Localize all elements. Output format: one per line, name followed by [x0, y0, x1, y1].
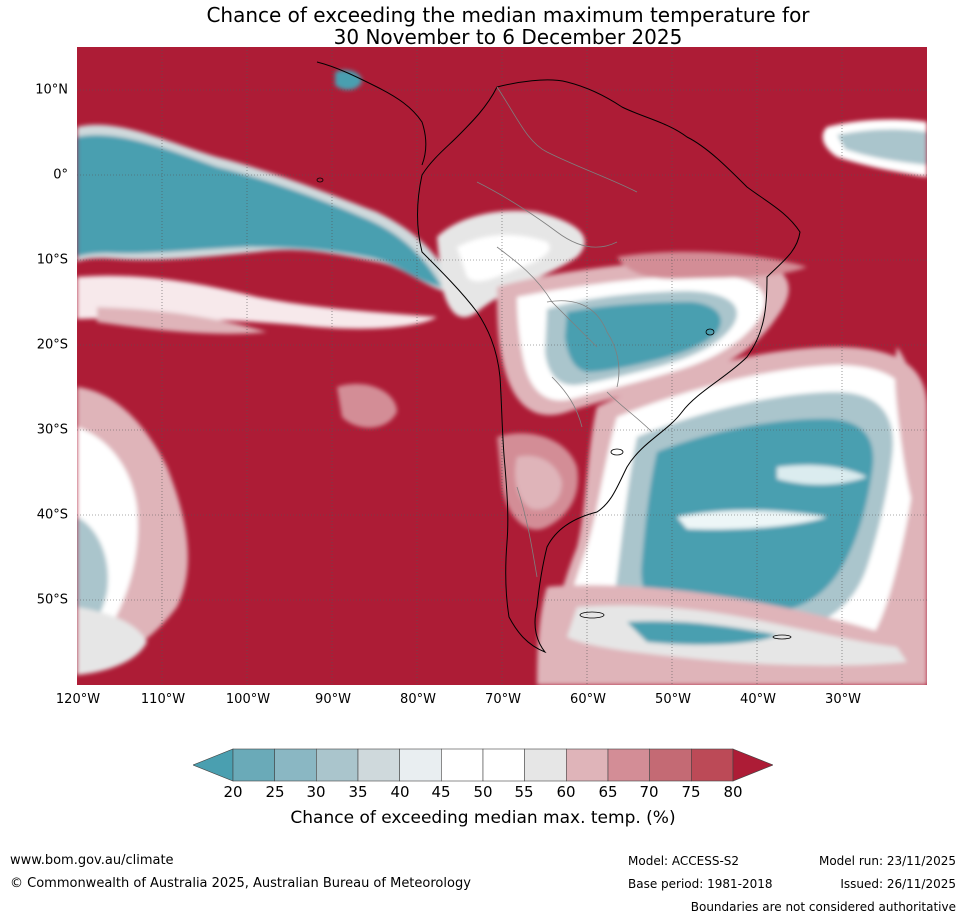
model-run-text: Model run: 23/11/2025 — [818, 854, 956, 868]
lon-label-30w: 30°W — [825, 692, 861, 707]
graticule — [77, 47, 927, 685]
lat-label-50s: 50°S — [36, 592, 68, 608]
base-period-text: Base period: 1981-2018 — [628, 877, 773, 891]
lon-label-90w: 90°W — [315, 692, 351, 707]
colorbar-tick-20: 20 — [223, 783, 243, 801]
colorbar-cell — [566, 748, 609, 782]
lon-label-120w: 120°W — [55, 692, 101, 707]
lat-label-10s: 10°S — [36, 252, 68, 268]
colorbar-tick-35: 35 — [348, 783, 368, 801]
colorbar-tick-55: 55 — [514, 783, 534, 801]
colorbar-high-arrow — [732, 748, 773, 782]
south-america-coastline — [416, 79, 801, 654]
lon-label-100w: 100°W — [225, 692, 271, 707]
colorbar-tick-30: 30 — [306, 783, 326, 801]
colorbar-cell — [482, 748, 525, 782]
title-line-1: Chance of exceeding the median maximum t… — [206, 3, 810, 27]
colorbar-cell — [399, 748, 442, 782]
website-link[interactable]: www.bom.gov.au/climate — [10, 853, 174, 868]
lat-label-20s: 20°S — [36, 337, 68, 353]
colorbar-tick-80: 80 — [723, 783, 743, 801]
lon-label-110w: 110°W — [140, 692, 186, 707]
colorbar-cell — [524, 748, 567, 782]
colorbar-tick-50: 50 — [473, 783, 493, 801]
lon-label-70w: 70°W — [485, 692, 521, 707]
colorbar-tick-40: 40 — [390, 783, 410, 801]
lat-label-30s: 30°S — [36, 422, 68, 438]
colorbar-cell — [607, 748, 650, 782]
colorbar-cell — [357, 748, 400, 782]
central-america-coastline — [316, 61, 427, 166]
islands — [316, 177, 792, 640]
colorbar-tick-75: 75 — [681, 783, 701, 801]
colorbar-cell — [441, 748, 484, 782]
colorbar-tick-60: 60 — [556, 783, 576, 801]
colorbar-tick-70: 70 — [639, 783, 659, 801]
lon-label-80w: 80°W — [400, 692, 436, 707]
lat-label-0: 0° — [53, 167, 68, 183]
colorbar-cell — [274, 748, 317, 782]
lat-label-40s: 40°S — [36, 507, 68, 523]
model-text: Model: ACCESS-S2 — [628, 854, 740, 868]
lon-label-40w: 40°W — [740, 692, 776, 707]
colorbar-low-arrow — [193, 748, 234, 782]
country-borders — [476, 86, 653, 578]
colorbar-tick-45: 45 — [431, 783, 451, 801]
map-canvas — [77, 47, 927, 685]
disclaimer-text: Boundaries are not considered authoritat… — [690, 900, 956, 914]
colorbar-label: Chance of exceeding median max. temp. (%… — [290, 808, 676, 828]
colorbar — [193, 748, 773, 782]
map-title: Chance of exceeding the median maximum t… — [0, 4, 965, 48]
colorbar-tick-25: 25 — [265, 783, 285, 801]
colorbar-cell — [316, 748, 359, 782]
issued-text: Issued: 26/11/2025 — [840, 877, 956, 891]
colorbar-cell — [691, 748, 734, 782]
colorbar-cell — [649, 748, 692, 782]
lon-label-60w: 60°W — [570, 692, 606, 707]
probability-shading — [77, 70, 927, 685]
colorbar-cell — [232, 748, 275, 782]
forecast-map — [77, 47, 927, 685]
title-line-2: 30 November to 6 December 2025 — [333, 25, 683, 49]
lon-label-50w: 50°W — [655, 692, 691, 707]
colorbar-tick-65: 65 — [598, 783, 618, 801]
copyright-text: © Commonwealth of Australia 2025, Austra… — [10, 876, 471, 891]
lat-label-10n: 10°N — [35, 82, 68, 98]
